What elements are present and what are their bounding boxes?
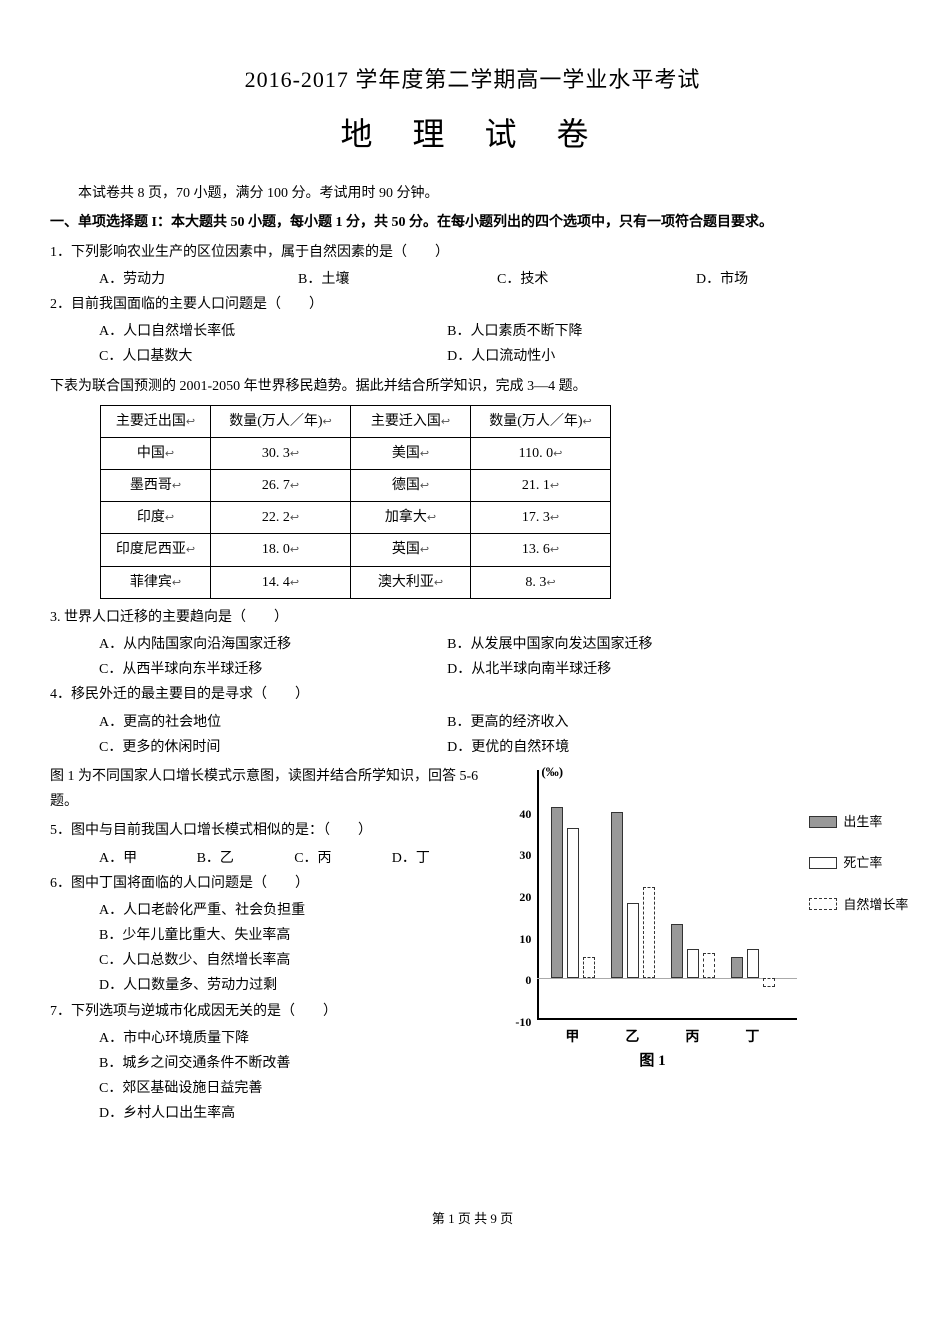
q3-opt-b: B．从发展中国家向发达国家迁移: [447, 632, 895, 657]
q6-opt-c: C．人口总数少、自然增长率高: [50, 948, 489, 973]
q6-opt-a: A．人口老龄化严重、社会负担重: [50, 898, 489, 923]
table-header-row: 主要迁出国↩ 数量(万人／年)↩ 主要迁入国↩ 数量(万人／年)↩: [101, 405, 611, 437]
th-in-country: 主要迁入国↩: [351, 405, 471, 437]
chart-bar: [703, 953, 715, 978]
q3-opt-c: C．从西半球向东半球迁移: [50, 657, 447, 682]
q7-opt-b: B．城乡之间交通条件不断改善: [50, 1051, 489, 1076]
legend-label-birth: 出生率: [843, 810, 882, 833]
figure-1-chart: (‰) 出生率 死亡率 自然增长率 图 1 -10010203040甲乙丙丁: [489, 760, 909, 1080]
chart-ytick: -10: [509, 1012, 531, 1034]
legend-box-birth: [809, 816, 837, 828]
question-1-stem: 1．下列影响农业生产的区位因素中，属于自然因素的是（ ）: [50, 240, 895, 265]
exam-intro: 本试卷共 8 页，70 小题，满分 100 分。考试用时 90 分钟。: [50, 181, 895, 206]
legend-box-growth: [809, 898, 837, 910]
th-in-num: 数量(万人／年)↩: [471, 405, 611, 437]
q2-opt-b: B．人口素质不断下降: [447, 319, 895, 344]
table-row: 印度尼西亚↩18. 0↩英国↩13. 6↩: [101, 534, 611, 566]
chart-bar: [567, 828, 579, 978]
q6-opt-d: D．人口数量多、劳动力过剩: [50, 973, 489, 998]
chart-bar: [731, 957, 743, 978]
chart-bar: [763, 978, 775, 986]
question-4-options-row1: A．更高的社会地位 B．更高的经济收入: [50, 710, 895, 735]
question-2-options-row2: C．人口基数大 D．人口流动性小: [50, 344, 895, 369]
question-1-options: A．劳动力 B．土壤 C．技术 D．市场: [50, 267, 895, 292]
q4-opt-a: A．更高的社会地位: [50, 710, 447, 735]
q2-opt-c: C．人口基数大: [50, 344, 447, 369]
chart-xtick: 甲: [557, 1025, 587, 1050]
context-5-6: 图 1 为不同国家人口增长模式示意图，读图并结合所学知识，回答 5-6 题。: [50, 764, 489, 814]
chart-ytick: 0: [509, 970, 531, 992]
q6-opt-b: B．少年儿童比重大、失业率高: [50, 923, 489, 948]
exam-title-line1: 2016-2017 学年度第二学期高一学业水平考试: [50, 60, 895, 100]
q2-opt-a: A．人口自然增长率低: [50, 319, 447, 344]
table-row: 中国↩30. 3↩美国↩110. 0↩: [101, 437, 611, 469]
q5-opt-d: D．丁: [392, 846, 490, 871]
question-4-options-row2: C．更多的休闲时间 D．更优的自然环境: [50, 735, 895, 760]
q4-opt-c: C．更多的休闲时间: [50, 735, 447, 760]
chart-bar: [671, 924, 683, 978]
legend-birth: 出生率: [809, 810, 908, 833]
figure-1-label: 图 1: [639, 1048, 665, 1075]
q3-opt-d: D．从北半球向南半球迁移: [447, 657, 895, 682]
chart-xtick: 乙: [617, 1025, 647, 1050]
question-3-options-row1: A．从内陆国家向沿海国家迁移 B．从发展中国家向发达国家迁移: [50, 632, 895, 657]
legend-death: 死亡率: [809, 851, 908, 874]
legend-label-growth: 自然增长率: [843, 893, 908, 916]
section-1-heading: 一、单项选择题 I：本大题共 50 小题，每小题 1 分，共 50 分。在每小题…: [50, 210, 895, 235]
q2-opt-d: D．人口流动性小: [447, 344, 895, 369]
chart-xtick: 丁: [737, 1025, 767, 1050]
chart-zero-line: [537, 978, 797, 979]
chart-ytick: 10: [509, 929, 531, 951]
chart-ytick: 40: [509, 804, 531, 826]
chart-bar: [583, 957, 595, 978]
th-out-num: 数量(万人／年)↩: [211, 405, 351, 437]
chart-ytick: 30: [509, 845, 531, 867]
q1-opt-c: C．技术: [497, 267, 696, 292]
legend-label-death: 死亡率: [843, 851, 882, 874]
context-3-4: 下表为联合国预测的 2001-2050 年世界移民趋势。据此并结合所学知识，完成…: [50, 374, 895, 399]
q4-opt-d: D．更优的自然环境: [447, 735, 895, 760]
question-5-stem: 5．图中与目前我国人口增长模式相似的是：（ ）: [50, 818, 489, 843]
q7-opt-d: D．乡村人口出生率高: [50, 1101, 489, 1126]
question-7-stem: 7．下列选项与逆城市化成因无关的是（ ）: [50, 999, 489, 1024]
chart-legend: 出生率 死亡率 自然增长率: [809, 810, 908, 934]
chart-xtick: 丙: [677, 1025, 707, 1050]
migration-table: 主要迁出国↩ 数量(万人／年)↩ 主要迁入国↩ 数量(万人／年)↩ 中国↩30.…: [100, 405, 611, 599]
q4-opt-b: B．更高的经济收入: [447, 710, 895, 735]
q1-opt-b: B．土壤: [298, 267, 497, 292]
table-row: 菲律宾↩14. 4↩澳大利亚↩8. 3↩: [101, 566, 611, 598]
section-1-text: 一、单项选择题 I：本大题共 50 小题，每小题 1 分，共 50 分。在每小题…: [50, 215, 773, 230]
table-row: 墨西哥↩26. 7↩德国↩21. 1↩: [101, 470, 611, 502]
page-footer: 第 1 页 共 9 页: [50, 1207, 895, 1230]
chart-bar: [551, 807, 563, 978]
q7-opt-c: C．郊区基础设施日益完善: [50, 1076, 489, 1101]
question-4-stem: 4．移民外迁的最主要目的是寻求（ ）: [50, 682, 895, 707]
q5-opt-c: C．丙: [294, 846, 392, 871]
question-2-options-row1: A．人口自然增长率低 B．人口素质不断下降: [50, 319, 895, 344]
question-2-stem: 2．目前我国面临的主要人口问题是（ ）: [50, 292, 895, 317]
question-6-stem: 6．图中丁国将面临的人口问题是（ ）: [50, 871, 489, 896]
question-3-options-row2: C．从西半球向东半球迁移 D．从北半球向南半球迁移: [50, 657, 895, 682]
q1-opt-a: A．劳动力: [99, 267, 298, 292]
chart-bar: [627, 903, 639, 978]
exam-title-line2: 地 理 试 卷: [50, 106, 895, 164]
chart-bar: [687, 949, 699, 978]
th-out-country: 主要迁出国↩: [101, 405, 211, 437]
chart-bar: [747, 949, 759, 978]
legend-box-death: [809, 857, 837, 869]
q7-opt-a: A．市中心环境质量下降: [50, 1026, 489, 1051]
legend-growth: 自然增长率: [809, 893, 908, 916]
chart-ytick: 20: [509, 887, 531, 909]
q3-opt-a: A．从内陆国家向沿海国家迁移: [50, 632, 447, 657]
q5-opt-b: B．乙: [197, 846, 295, 871]
chart-bar: [611, 812, 623, 979]
question-3-stem: 3. 世界人口迁移的主要趋向是（ ）: [50, 605, 895, 630]
table-row: 印度↩22. 2↩加拿大↩17. 3↩: [101, 502, 611, 534]
q5-opt-a: A．甲: [99, 846, 197, 871]
chart-bar: [643, 887, 655, 979]
question-5-options: A．甲 B．乙 C．丙 D．丁: [50, 846, 489, 871]
q1-opt-d: D．市场: [696, 267, 895, 292]
